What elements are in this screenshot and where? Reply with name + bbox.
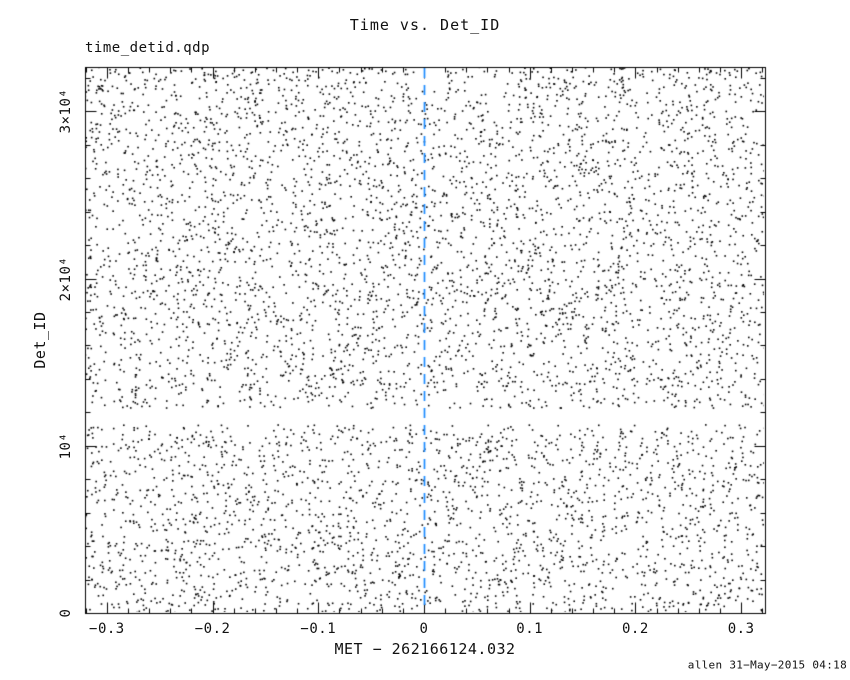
x-tick-label: 0.1 — [516, 621, 544, 637]
x-tick-label: 0 — [419, 621, 429, 637]
y-tick-label: 0 — [58, 608, 74, 618]
x-tick-label: 0.2 — [621, 621, 649, 637]
x-axis-label: MET − 262166124.032 — [334, 640, 516, 658]
timestamp-label: allen 31−May−2015 04:18 — [687, 658, 847, 672]
y-tick-label: 3×10⁴ — [58, 88, 74, 134]
x-tick-label: 0.3 — [727, 621, 755, 637]
x-tick-label: −0.1 — [300, 621, 337, 637]
plot-filename-label: time_detid.qdp — [85, 40, 211, 56]
x-tick-label: −0.2 — [194, 621, 231, 637]
y-tick-label: 10⁴ — [58, 432, 74, 460]
y-axis-label: Det_ID — [31, 311, 49, 369]
plot-title: Time vs. Det_ID — [349, 16, 501, 34]
x-tick-label: −0.3 — [89, 621, 125, 637]
y-tick-label: 2×10⁴ — [58, 256, 74, 301]
